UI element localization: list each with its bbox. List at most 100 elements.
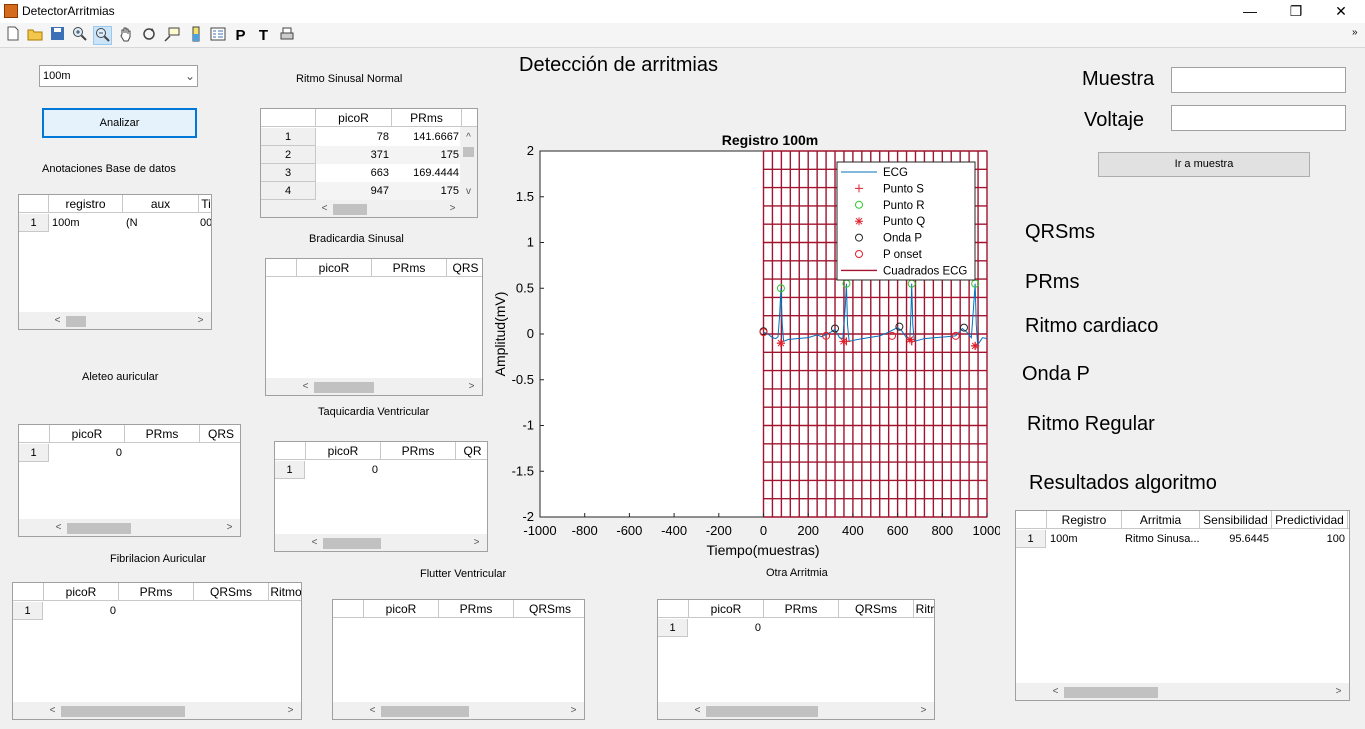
legend-icon[interactable] [208, 26, 227, 45]
scroll-left-icon[interactable]: < [49, 705, 56, 716]
column-header[interactable]: registro [49, 195, 123, 213]
column-header[interactable]: picoR [689, 600, 764, 618]
column-header[interactable]: Ritr [915, 602, 935, 616]
scroll-left-icon[interactable]: < [694, 705, 701, 716]
horizontal-scrollbar[interactable]: < > [261, 200, 477, 217]
table-cell[interactable]: 169.4444 [413, 167, 459, 179]
column-header[interactable]: Arritmia [1122, 511, 1200, 529]
scroll-right-icon[interactable]: > [468, 381, 475, 392]
horizontal-scrollbar[interactable]: < > [333, 702, 584, 719]
column-header[interactable]: picoR [364, 600, 439, 618]
scroll-thumb[interactable] [314, 382, 374, 393]
scroll-right-icon[interactable]: > [920, 705, 927, 716]
aleteo-table[interactable]: picoR PRms QRS 1 0 < > [18, 424, 241, 537]
close-button[interactable]: ✕ [1335, 3, 1347, 19]
table-cell[interactable]: 663 [370, 167, 389, 179]
scroll-up-icon[interactable]: ^ [466, 132, 471, 143]
scroll-thumb[interactable] [323, 538, 381, 549]
scroll-thumb[interactable] [463, 147, 474, 157]
column-header[interactable]: PRms [381, 442, 456, 460]
table-cell[interactable]: 175 [392, 146, 462, 164]
column-header[interactable]: picoR [50, 425, 125, 443]
column-header[interactable]: Predictividad [1272, 511, 1348, 529]
table-cell[interactable]: 141.6667 [413, 131, 459, 143]
scroll-down-icon[interactable]: v [466, 186, 471, 197]
insert-text-p-icon[interactable]: P [235, 27, 246, 44]
column-header[interactable]: QRS [452, 261, 479, 275]
scroll-right-icon[interactable]: > [449, 203, 456, 214]
table-cell[interactable]: 175 [392, 182, 462, 200]
data-cursor-icon[interactable] [162, 26, 181, 45]
zoom-in-icon[interactable] [70, 26, 89, 45]
scroll-left-icon[interactable]: < [54, 315, 61, 326]
table-cell[interactable]: 100 [1326, 533, 1345, 545]
column-header[interactable]: PRms [439, 600, 514, 618]
horizontal-scrollbar[interactable]: < > [658, 702, 934, 719]
scroll-left-icon[interactable]: < [369, 705, 376, 716]
column-header[interactable]: Ritmo [270, 585, 302, 599]
otra-arritmia-table[interactable]: picoR PRms QRSms Ritr 1 0 < > [657, 599, 935, 720]
scroll-thumb[interactable] [1064, 687, 1158, 698]
table-cell[interactable]: 947 [316, 182, 392, 200]
column-header[interactable]: QRSms [194, 583, 269, 601]
minimize-button[interactable]: — [1243, 3, 1257, 19]
scroll-right-icon[interactable]: > [473, 537, 480, 548]
column-header[interactable]: PRms [125, 425, 200, 443]
scroll-right-icon[interactable]: > [1335, 686, 1342, 697]
column-header[interactable]: picoR [306, 442, 381, 460]
muestra-input[interactable] [1171, 67, 1346, 93]
horizontal-scrollbar[interactable]: < > [275, 534, 487, 551]
table-cell[interactable]: 00 [200, 217, 212, 229]
horizontal-scrollbar[interactable]: < > [19, 519, 240, 536]
pan-hand-icon[interactable] [116, 26, 135, 45]
ecg-chart[interactable]: Registro 100m -1000 -800 -600 -400 -200 0 200 4… [488, 128, 1000, 564]
column-header[interactable]: aux [123, 195, 199, 213]
anotaciones-table[interactable]: registro aux Ti 1 100m (N 00 < > [18, 194, 212, 330]
scroll-thumb[interactable] [67, 523, 131, 534]
scroll-thumb[interactable] [706, 706, 818, 717]
scroll-thumb[interactable] [333, 204, 367, 215]
ir-a-muestra-button[interactable]: Ir a muestra [1098, 152, 1310, 177]
new-file-icon[interactable] [3, 26, 22, 45]
table-cell[interactable]: 0 [754, 622, 761, 634]
scroll-right-icon[interactable]: > [197, 315, 204, 326]
column-header[interactable]: QR [463, 444, 482, 458]
horizontal-scrollbar[interactable]: < > [1016, 683, 1349, 700]
column-header[interactable]: picoR [44, 583, 119, 601]
toolbar-overflow-icon[interactable]: » [1352, 27, 1358, 38]
colorbar-icon[interactable] [186, 26, 205, 45]
taquicardia-table[interactable]: picoR PRms QR 1 0 < > [274, 441, 488, 552]
restore-button[interactable]: ❐ [1289, 3, 1303, 19]
ritmo-sinusal-table[interactable]: picoR PRms 1 78 141.6667 2 371 175 3 663… [260, 108, 478, 218]
column-header[interactable]: QRSms [529, 602, 571, 616]
table-cell[interactable]: 0 [371, 464, 378, 476]
scroll-left-icon[interactable]: < [311, 537, 318, 548]
record-select[interactable]: 100m ⌄ [39, 65, 198, 87]
scroll-right-icon[interactable]: > [287, 705, 294, 716]
vertical-scrollbar[interactable]: ^ v [460, 127, 477, 201]
table-cell[interactable]: Ritmo Sinusa... [1125, 533, 1200, 545]
column-header[interactable]: picoR [297, 259, 372, 277]
zoom-out-icon[interactable] [93, 26, 112, 45]
scroll-left-icon[interactable]: < [302, 381, 309, 392]
column-header[interactable]: Sensibilidad [1200, 511, 1272, 529]
column-header[interactable]: PRms [372, 259, 447, 277]
table-cell[interactable]: 100m [52, 217, 80, 229]
column-header[interactable]: PRms [764, 600, 839, 618]
scroll-thumb[interactable] [66, 316, 86, 327]
horizontal-scrollbar[interactable]: < > [19, 312, 211, 329]
column-header[interactable]: PRms [392, 109, 462, 127]
scroll-left-icon[interactable]: < [1052, 686, 1059, 697]
column-header[interactable]: Registro [1047, 511, 1122, 529]
flutter-table[interactable]: picoR PRms QRSms < > [332, 599, 585, 720]
horizontal-scrollbar[interactable]: < > [13, 702, 301, 719]
open-folder-icon[interactable] [25, 26, 44, 45]
chart-legend[interactable]: ECG Punto S Punto R Punto Q Onda P P onset Cua… [836, 161, 976, 281]
horizontal-scrollbar[interactable]: < > [266, 378, 482, 395]
column-header[interactable]: QRS [207, 427, 234, 441]
scroll-thumb[interactable] [61, 706, 185, 717]
scroll-right-icon[interactable]: > [570, 705, 577, 716]
scroll-thumb[interactable] [381, 706, 469, 717]
column-header[interactable]: QRSms [839, 600, 914, 618]
rotate-3d-icon[interactable] [139, 26, 158, 45]
